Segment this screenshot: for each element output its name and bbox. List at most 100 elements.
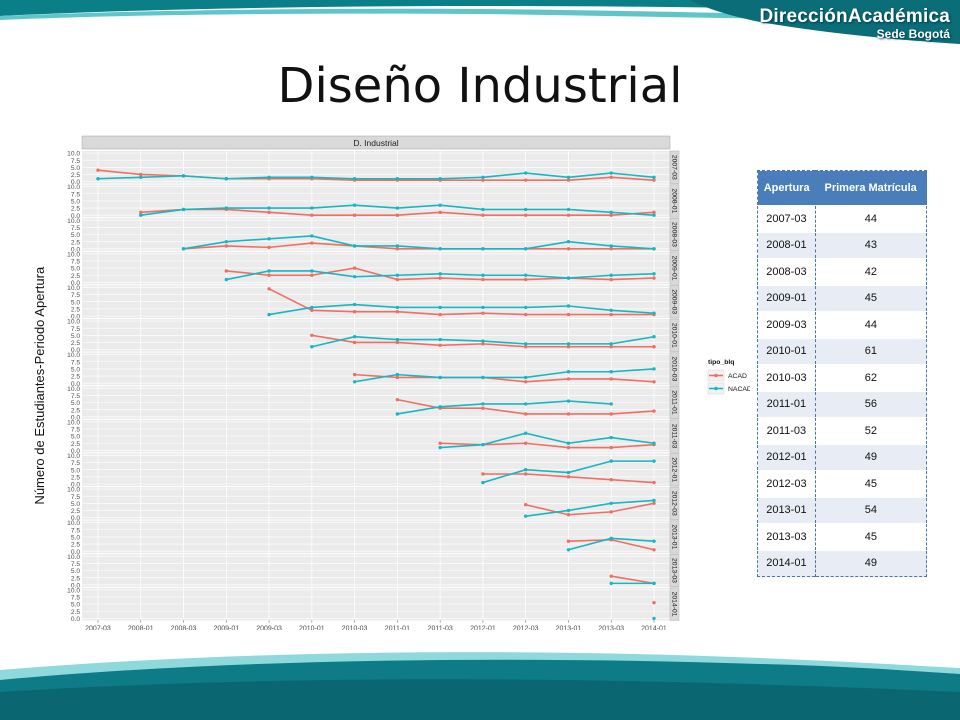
data-point-acad	[481, 213, 485, 217]
data-point-nacad	[566, 304, 571, 308]
data-point-nacad	[310, 175, 314, 180]
y-tick-label: 0.0	[71, 179, 80, 186]
y-tick-label: 7.5	[71, 561, 80, 568]
data-point-acad	[139, 172, 143, 177]
data-point-nacad	[310, 305, 314, 310]
y-tick-label: 0.0	[71, 246, 80, 253]
data-point-acad	[609, 412, 613, 416]
table-row: 2008-03 42	[757, 258, 927, 285]
y-tick-label: 2.5	[71, 407, 80, 414]
panel-strip	[669, 318, 680, 352]
table-row: 2012-03 45	[757, 470, 927, 497]
data-point-nacad	[395, 244, 400, 248]
data-point-acad	[352, 310, 357, 314]
apertura-table: Apertura Primera Matrícula 2007-03 44 2008…	[757, 170, 927, 577]
data-point-acad	[652, 501, 656, 505]
x-tick-label: 2013-01	[556, 625, 582, 630]
data-point-acad	[566, 377, 571, 381]
y-tick-label: 10.0	[67, 218, 80, 225]
series-line-acad	[183, 242, 654, 250]
y-tick-label: 10.0	[67, 419, 80, 426]
data-point-nacad	[352, 244, 357, 248]
y-tick-label: 2.5	[71, 474, 80, 481]
data-point-nacad	[139, 175, 143, 180]
data-point-nacad	[566, 399, 571, 403]
data-point-nacad	[481, 480, 485, 485]
data-point-acad	[395, 277, 400, 282]
data-point-nacad	[481, 442, 485, 447]
series-line-nacad	[268, 303, 655, 316]
y-tick-label: 2.5	[71, 239, 80, 246]
y-tick-label: 10.0	[67, 554, 80, 561]
y-tick-label: 2.5	[71, 609, 80, 616]
data-point-nacad	[652, 213, 656, 217]
data-point-acad	[395, 247, 400, 251]
y-tick-label: 0.0	[71, 314, 80, 321]
data-point-nacad	[652, 616, 656, 621]
y-tick-label: 10.0	[67, 151, 80, 158]
table-row: 2013-01 54	[757, 496, 927, 524]
series-line-nacad	[354, 368, 655, 383]
panel-strip	[669, 150, 680, 184]
data-point-nacad	[267, 237, 271, 241]
data-point-nacad	[609, 459, 613, 463]
data-point-nacad	[523, 171, 528, 175]
cell-apertura: 2014-01	[757, 549, 816, 577]
data-point-acad	[481, 472, 485, 476]
data-point-nacad	[566, 441, 571, 445]
data-point-nacad	[438, 337, 442, 342]
y-tick-label: 7.5	[71, 527, 80, 534]
data-point-acad	[652, 276, 656, 280]
cell-apertura: 2010-01	[757, 337, 816, 365]
cell-apertura: 2007-03	[757, 205, 816, 232]
cell-primera-matricula: 44	[815, 205, 927, 232]
legend-label: NACAD	[728, 386, 750, 393]
data-point-nacad	[652, 335, 656, 339]
cell-primera-matricula: 45	[815, 284, 927, 312]
y-tick-label: 5.0	[71, 535, 80, 542]
data-point-acad	[566, 513, 571, 517]
data-point-nacad	[352, 335, 357, 339]
cell-primera-matricula: 45	[815, 470, 927, 497]
data-point-nacad	[523, 207, 528, 212]
x-tick-label: 2009-01	[213, 625, 239, 630]
y-tick-label: 5.0	[71, 165, 80, 172]
x-tick-label: 2011-01	[385, 625, 410, 630]
panel-label: 2009-01	[671, 256, 678, 281]
data-point-nacad	[395, 305, 400, 310]
series-line-nacad	[525, 499, 655, 517]
y-axis-title: Número de Estudiantes-Periodo Apertura	[32, 266, 47, 505]
x-tick-label: 2013-03	[598, 625, 624, 630]
data-point-nacad	[224, 277, 229, 282]
series-line-nacad	[183, 235, 655, 250]
cell-primera-matricula: 62	[815, 364, 927, 391]
data-point-acad	[652, 548, 656, 552]
y-tick-label: 0.0	[71, 414, 80, 421]
panel-label: 2013-01	[671, 524, 678, 549]
data-point-nacad	[566, 276, 571, 280]
y-tick-label: 7.5	[71, 460, 80, 467]
data-point-nacad	[566, 239, 571, 244]
data-point-nacad	[523, 402, 528, 406]
data-point-nacad	[310, 234, 314, 238]
table-row: 2007-03 44	[757, 205, 927, 232]
data-point-nacad	[652, 441, 656, 445]
data-point-acad	[395, 213, 400, 217]
data-point-nacad	[609, 210, 613, 215]
panel-label: 2007-03	[671, 155, 678, 180]
y-tick-label: 5.0	[71, 266, 80, 273]
x-tick-label: 2008-01	[128, 625, 154, 630]
cell-apertura: 2010-03	[757, 364, 816, 391]
cell-primera-matricula: 56	[815, 390, 927, 418]
data-point-nacad	[566, 175, 571, 180]
data-point-nacad	[652, 175, 656, 180]
panel-strip	[669, 587, 680, 621]
data-point-acad	[438, 210, 442, 215]
x-tick-label: 2007-03	[85, 625, 111, 630]
data-point-nacad	[438, 405, 442, 409]
data-point-nacad	[310, 269, 314, 273]
data-point-nacad	[523, 247, 528, 251]
data-point-acad	[310, 213, 314, 217]
data-point-acad	[310, 308, 314, 312]
panel-strip	[669, 385, 680, 420]
